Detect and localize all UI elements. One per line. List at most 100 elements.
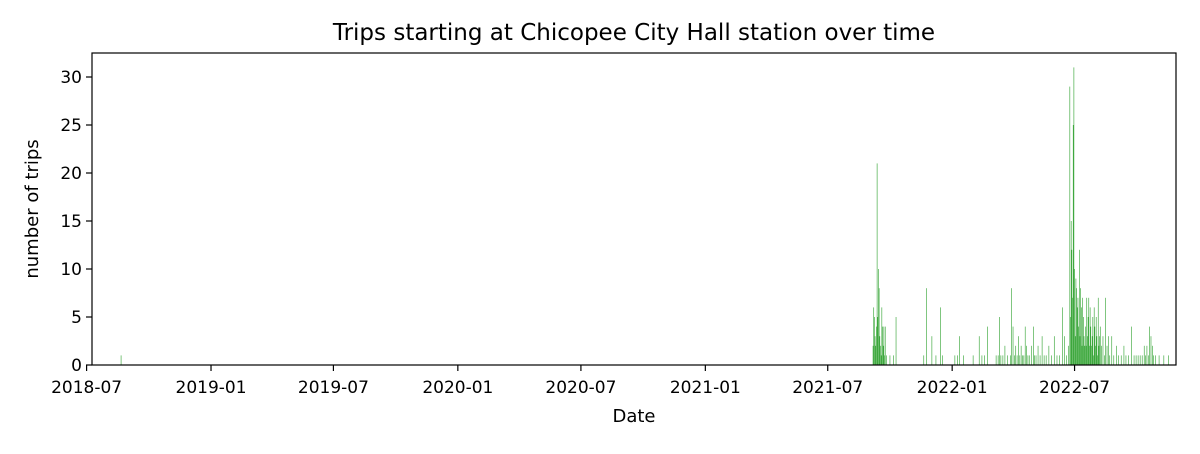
bar	[1037, 345, 1039, 365]
bar	[1034, 355, 1035, 365]
bar	[1020, 345, 1022, 365]
bar	[1043, 355, 1045, 365]
bar	[1146, 345, 1148, 365]
bar	[1004, 345, 1006, 365]
bar	[874, 317, 875, 365]
x-ticks: 2018-07 2019-01 2019-07 2020-01 2020-07 2021-…	[51, 365, 1110, 398]
bar	[1066, 355, 1067, 365]
bar	[873, 307, 875, 365]
bar	[880, 355, 882, 365]
y-tick-label: 25	[60, 116, 82, 136]
bar	[882, 326, 883, 365]
bar	[895, 317, 897, 365]
bar	[995, 355, 997, 365]
bar	[1014, 355, 1015, 365]
bar	[1068, 345, 1069, 365]
bar	[1153, 355, 1154, 365]
bar	[876, 326, 877, 365]
bar	[1123, 345, 1125, 365]
y-tick-label: 5	[71, 308, 82, 328]
bar	[1079, 336, 1081, 365]
bar	[963, 355, 964, 365]
bar	[1035, 355, 1037, 365]
x-tick-label: 2020-01	[422, 378, 493, 398]
bar	[1095, 345, 1096, 365]
y-tick-label: 20	[60, 164, 82, 184]
y-ticks: 0 5 10 15 20 25 30	[60, 68, 92, 376]
bar	[1056, 355, 1058, 365]
bar	[1033, 326, 1034, 365]
bar	[1101, 345, 1102, 365]
bar	[935, 355, 937, 365]
bar	[959, 336, 960, 365]
bar	[884, 326, 886, 365]
bar	[1087, 336, 1088, 365]
bar	[1071, 249, 1073, 365]
bar	[1137, 355, 1139, 365]
bar	[1150, 336, 1152, 365]
x-tick-label: 2022-07	[1039, 378, 1110, 398]
bar	[1075, 278, 1077, 365]
bar	[1093, 307, 1095, 365]
bar	[1091, 345, 1092, 365]
bar	[1073, 67, 1075, 366]
bar	[957, 355, 958, 365]
chart-title: Trips starting at Chicopee City Hall sta…	[332, 20, 935, 46]
y-tick-label: 30	[60, 68, 82, 88]
bar	[1076, 307, 1078, 365]
y-tick-label: 10	[60, 260, 82, 280]
bar	[1062, 307, 1063, 365]
bar	[1143, 345, 1145, 365]
bar	[1102, 336, 1104, 365]
bar	[1149, 326, 1150, 365]
bar	[1155, 355, 1157, 365]
bar	[1070, 317, 1071, 365]
bar	[1080, 288, 1081, 365]
x-tick-label: 2022-01	[917, 378, 988, 398]
bar	[1088, 297, 1090, 365]
bar	[1097, 355, 1098, 365]
bar	[1072, 297, 1073, 365]
bar	[940, 307, 941, 365]
bar	[1051, 355, 1052, 365]
bar	[1116, 345, 1117, 365]
bar	[1163, 355, 1165, 365]
bar	[877, 317, 879, 365]
bar	[1078, 326, 1079, 365]
bar	[878, 269, 879, 365]
y-tick-label: 0	[71, 356, 82, 376]
bar	[1135, 355, 1137, 365]
bar	[1059, 355, 1060, 365]
bar	[1085, 326, 1086, 365]
bar	[978, 336, 980, 365]
bar	[883, 326, 885, 365]
bar	[874, 336, 876, 365]
bar	[893, 355, 894, 365]
bar	[1097, 297, 1099, 365]
bar	[1168, 355, 1169, 365]
bar	[1141, 355, 1143, 365]
bar	[1087, 317, 1089, 365]
bar	[1111, 336, 1113, 365]
bar	[1072, 125, 1074, 365]
bar	[1095, 317, 1097, 365]
bar	[1076, 288, 1077, 365]
x-tick-label: 2018-07	[51, 378, 122, 398]
bar	[1039, 355, 1041, 365]
bar	[1108, 336, 1109, 365]
bar	[987, 326, 988, 365]
bar	[1093, 355, 1094, 365]
bar	[1045, 355, 1047, 365]
bar	[1139, 355, 1141, 365]
bar	[1128, 355, 1129, 365]
bar	[1030, 345, 1032, 365]
bar	[997, 355, 999, 365]
bar	[1027, 355, 1029, 365]
x-tick-label: 2021-01	[670, 378, 741, 398]
x-tick-label: 2019-01	[176, 378, 247, 398]
bar	[1085, 345, 1087, 365]
bar	[1099, 326, 1101, 365]
bar	[984, 355, 985, 365]
bar	[942, 355, 943, 365]
